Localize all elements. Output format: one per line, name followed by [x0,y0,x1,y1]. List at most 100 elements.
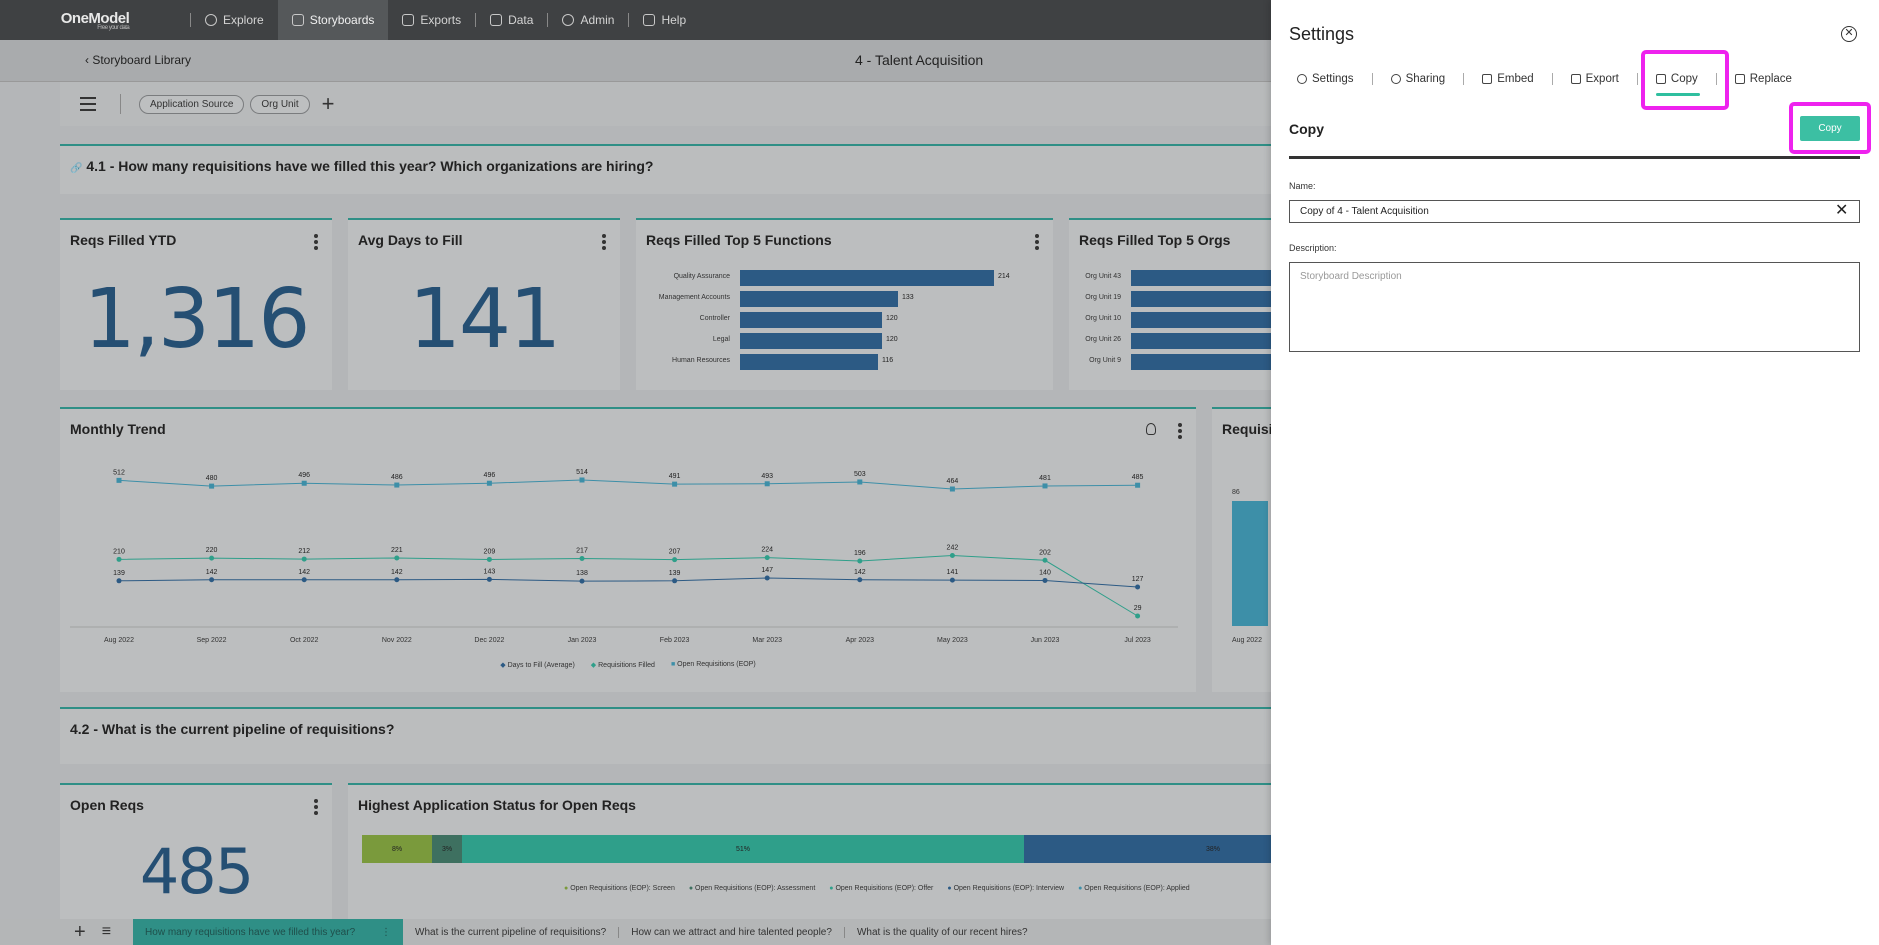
data-point[interactable] [116,578,122,584]
bar [740,333,882,349]
data-point[interactable] [857,577,863,583]
tab-replace[interactable]: Replace [1727,68,1800,90]
more-options-icon[interactable] [314,234,318,252]
share-icon [1390,74,1401,84]
data-point[interactable] [394,555,400,561]
filter-chip-application-source[interactable]: Application Source [139,94,245,114]
monthly-trend-card: Monthly Trend Aug 2022 Sep 2022 Oct 2022 No… [60,407,1196,692]
data-point[interactable] [949,486,955,492]
data-point[interactable] [764,481,770,487]
data-point[interactable] [672,481,678,487]
series-line [118,577,1138,588]
data-label: 142 [206,569,218,576]
data-point[interactable] [209,577,215,583]
section-title: 🔗 4.1 - How many requisitions have we fi… [70,158,654,174]
highlight-box [1641,50,1729,110]
data-point[interactable] [1135,584,1141,590]
data-point[interactable] [579,477,585,483]
copy-button[interactable]: Copy [1800,116,1860,141]
data-point[interactable] [394,577,400,583]
more-options-icon[interactable] [1035,234,1039,252]
data-point[interactable] [394,482,400,488]
insight-bulb-icon[interactable] [1146,423,1156,435]
tab-copy[interactable]: Copy [1648,68,1706,96]
bar-label: Org Unit 19 [1085,294,1121,301]
name-field[interactable] [1289,200,1860,223]
nav-data[interactable]: Data [476,0,547,40]
kpi-card-reqs-filled: Reqs Filled YTD 1,316 [60,218,332,390]
data-label: 224 [761,547,773,554]
panel-title: Settings [1289,24,1355,44]
data-point[interactable] [486,576,492,582]
bar [1131,333,1281,349]
bar [1232,501,1268,626]
data-point[interactable] [486,480,492,486]
x-tick-label: Oct 2022 [290,637,319,644]
card-title: Open Reqs [70,797,144,813]
data-point[interactable] [949,552,955,558]
nav-admin[interactable]: Admin [548,0,628,40]
close-icon[interactable]: ✕ [1841,26,1857,42]
bar-label: Management Accounts [658,294,730,301]
data-point[interactable] [857,479,863,485]
card-title: Reqs Filled Top 5 Orgs [1079,232,1231,248]
x-tick-label: Feb 2023 [660,637,690,644]
data-point[interactable] [1042,557,1048,563]
bar-label: Org Unit 43 [1085,273,1121,280]
data-point[interactable] [764,575,770,581]
data-point[interactable] [857,558,863,564]
nav-storyboards[interactable]: Storyboards [277,0,389,40]
more-options-icon[interactable] [602,234,606,252]
bar-segment: 51% [462,835,1024,863]
card-title: Avg Days to Fill [358,232,463,248]
filter-list-icon[interactable] [80,97,96,111]
data-point[interactable] [1042,483,1048,489]
data-point[interactable] [301,577,307,583]
menu-icon[interactable]: ≡ [101,923,112,940]
data-point[interactable] [579,578,585,584]
data-point[interactable] [764,555,770,561]
data-point[interactable] [672,557,678,563]
data-point[interactable] [1135,482,1141,488]
data-point[interactable] [116,477,122,483]
data-point[interactable] [672,578,678,584]
data-point[interactable] [301,480,307,486]
add-filter-icon[interactable]: + [321,91,335,116]
nav-help[interactable]: Help [629,0,700,40]
page-tab[interactable]: How can we attract and hire talented peo… [619,926,845,938]
tab-divider [1371,73,1373,85]
page-tab-active[interactable]: How many requisitions have we filled thi… [133,919,404,945]
data-point[interactable] [1042,577,1048,583]
tab-export[interactable]: Export [1563,68,1627,90]
data-point[interactable] [1135,613,1141,619]
tab-divider [1463,73,1465,85]
filter-chip-org-unit[interactable]: Org Unit [250,94,310,114]
export-icon [1570,74,1581,84]
card-title: Monthly Trend [70,421,166,437]
clear-icon[interactable]: ✕ [1835,202,1849,219]
bar-label: Org Unit 10 [1085,315,1121,322]
data-point[interactable] [486,556,492,562]
data-point[interactable] [209,555,215,561]
tab-sharing[interactable]: Sharing [1383,68,1454,90]
data-point[interactable] [209,483,215,489]
data-point[interactable] [116,556,122,562]
tab-settings[interactable]: Settings [1289,68,1362,90]
pipeline-card: Highest Application Status for Open Reqs… [348,783,1271,919]
tab-embed[interactable]: Embed [1474,68,1541,90]
more-options-icon[interactable] [314,799,318,817]
nav-explore[interactable]: Explore [191,0,278,40]
breadcrumb[interactable]: ‹ Storyboard Library [85,53,192,67]
nav-exports[interactable]: Exports [388,0,475,40]
more-options-icon[interactable]: ⋮ [381,926,392,938]
onemodel-logo[interactable]: OneModel Free your data [60,9,130,31]
data-point[interactable] [579,555,585,561]
description-field[interactable] [1289,262,1860,352]
data-point[interactable] [301,556,307,562]
add-page-icon[interactable]: + [74,920,86,943]
data-point[interactable] [949,577,955,583]
page-tab[interactable]: What is the current pipeline of requisit… [403,926,620,938]
bar [1131,291,1281,307]
page-tab[interactable]: What is the quality of our recent hires? [856,926,1028,938]
more-options-icon[interactable] [1178,423,1182,441]
